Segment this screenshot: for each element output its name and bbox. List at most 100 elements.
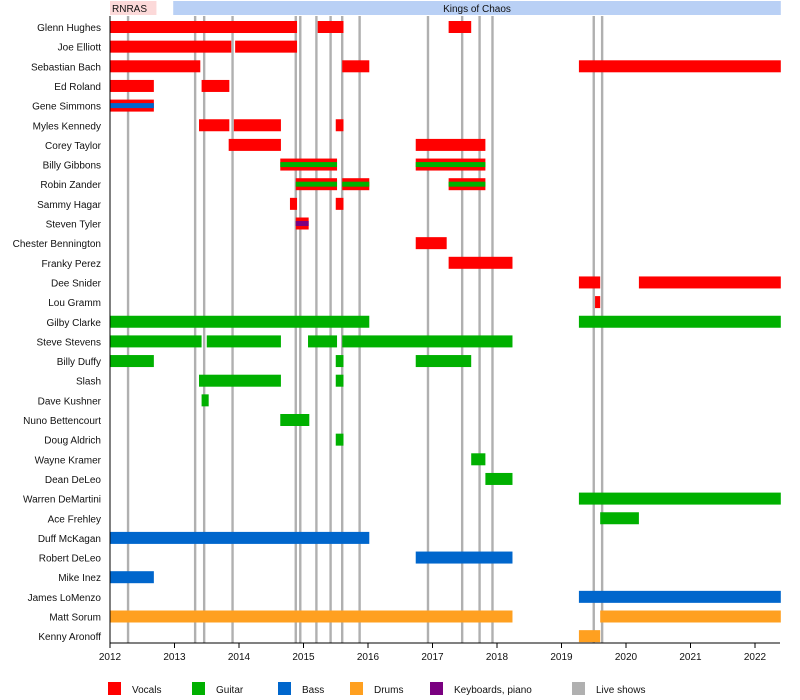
member-name: Ace Frehley: [48, 514, 101, 525]
member-name: Robert DeLeo: [39, 554, 102, 565]
member-bar: [110, 40, 232, 53]
member-name: Billy Duffy: [57, 357, 101, 368]
member-bar: [228, 138, 281, 151]
member-name: Lou Gramm: [48, 298, 101, 309]
live-show-line: [231, 16, 234, 643]
member-bar: [110, 335, 202, 348]
member-bar: [110, 610, 513, 623]
member-bars: [110, 21, 781, 643]
period-label: Kings of Chaos: [443, 4, 511, 15]
live-show-line: [491, 16, 494, 643]
live-show-line: [126, 16, 130, 643]
member-name: Wayne Kramer: [35, 455, 102, 466]
member-bar: [235, 40, 298, 53]
x-tick-label: 2020: [615, 652, 638, 663]
member-bar: [578, 276, 601, 289]
member-name: Kenny Aronoff: [38, 632, 101, 643]
member-name: Mike Inez: [58, 573, 101, 584]
member-bar: [110, 531, 370, 544]
legend-swatch: [350, 682, 363, 695]
member-name: Billy Gibbons: [43, 161, 101, 172]
member-bar: [342, 335, 513, 348]
period-label: RNRAS: [112, 4, 147, 15]
live-show-line: [341, 16, 344, 643]
period-band: [110, 1, 157, 15]
member-bar: [595, 296, 601, 309]
member-bar-secondary: [280, 162, 338, 168]
member-bar: [110, 21, 298, 33]
member-bar: [199, 119, 230, 132]
x-tick-label: 2012: [99, 652, 122, 663]
member-bar: [578, 492, 781, 505]
member-bar: [578, 630, 601, 643]
member-bar-secondary: [342, 181, 370, 187]
member-bar: [335, 119, 344, 132]
member-bar: [415, 237, 447, 250]
member-name: Steve Stevens: [37, 337, 101, 348]
live-show-line: [202, 16, 206, 643]
member-bar: [578, 590, 781, 603]
member-bar: [448, 21, 472, 33]
x-tick-label: 2022: [744, 652, 767, 663]
period-bands: RNRAS Kings of Chaos: [110, 1, 781, 15]
member-bar: [335, 355, 344, 368]
member-bar: [471, 453, 486, 466]
member-bar: [600, 512, 639, 525]
member-bar: [110, 79, 154, 92]
member-bar: [415, 355, 472, 368]
live-show-line: [315, 16, 318, 643]
member-bar: [110, 60, 201, 73]
member-name: Nuno Bettencourt: [23, 416, 101, 427]
member-bar-secondary: [415, 162, 486, 168]
member-name: Doug Aldrich: [44, 436, 101, 447]
member-bar: [415, 138, 486, 151]
member-name: Ed Roland: [54, 82, 101, 93]
member-bar: [206, 335, 281, 348]
member-name: Steven Tyler: [46, 220, 102, 231]
legend-label: Keyboards, piano: [454, 685, 532, 696]
member-name: Sammy Hagar: [37, 200, 102, 211]
member-bar-secondary: [295, 181, 338, 187]
member-bar: [201, 394, 209, 407]
legend-swatch: [572, 682, 585, 695]
x-tick-label: 2016: [357, 652, 380, 663]
member-name: Warren DeMartini: [23, 495, 101, 506]
member-name: Robin Zander: [40, 180, 101, 191]
member-bar: [335, 374, 344, 387]
member-bar: [308, 335, 338, 348]
live-show-line: [478, 16, 481, 643]
member-name: Franky Perez: [42, 259, 101, 270]
live-show-line: [329, 16, 332, 643]
member-name: Gene Simmons: [32, 102, 101, 113]
live-show-line: [592, 16, 595, 643]
member-bar: [485, 472, 513, 485]
member-name: Corey Taylor: [45, 141, 102, 152]
member-name: Sebastian Bach: [31, 62, 101, 73]
legend-swatch: [192, 682, 205, 695]
live-show-line: [426, 16, 430, 643]
live-show-line: [358, 16, 361, 643]
member-name: Gilby Clarke: [47, 318, 102, 329]
member-bar: [110, 315, 370, 328]
member-bar: [342, 60, 370, 73]
live-show-line: [600, 16, 604, 643]
live-show-line: [294, 16, 297, 643]
x-tick-label: 2019: [550, 652, 573, 663]
x-tick-label: 2018: [486, 652, 509, 663]
legend-swatch: [108, 682, 121, 695]
member-name: Chester Bennington: [13, 239, 101, 250]
legend-label: Live shows: [596, 685, 645, 696]
member-name: Joe Elliott: [58, 43, 102, 54]
x-tick-label: 2021: [679, 652, 702, 663]
member-bar: [110, 571, 154, 584]
legend-label: Drums: [374, 685, 403, 696]
member-bar: [233, 119, 281, 132]
member-bar: [600, 610, 781, 623]
member-bar: [578, 315, 781, 328]
member-bar-secondary: [110, 103, 154, 109]
member-bar: [110, 355, 154, 368]
member-bar: [578, 60, 781, 73]
member-bar: [415, 551, 513, 564]
live-show-line: [193, 16, 197, 643]
member-bar-secondary: [448, 181, 486, 187]
